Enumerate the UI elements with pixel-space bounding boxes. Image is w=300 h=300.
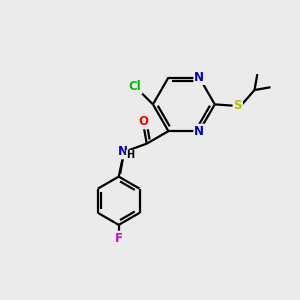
Text: N: N bbox=[118, 146, 128, 158]
Text: N: N bbox=[194, 71, 204, 84]
Text: H: H bbox=[127, 150, 135, 161]
Text: O: O bbox=[138, 116, 148, 128]
Text: S: S bbox=[233, 99, 242, 112]
Text: N: N bbox=[194, 124, 204, 138]
Text: F: F bbox=[115, 232, 123, 244]
Text: Cl: Cl bbox=[129, 80, 142, 93]
